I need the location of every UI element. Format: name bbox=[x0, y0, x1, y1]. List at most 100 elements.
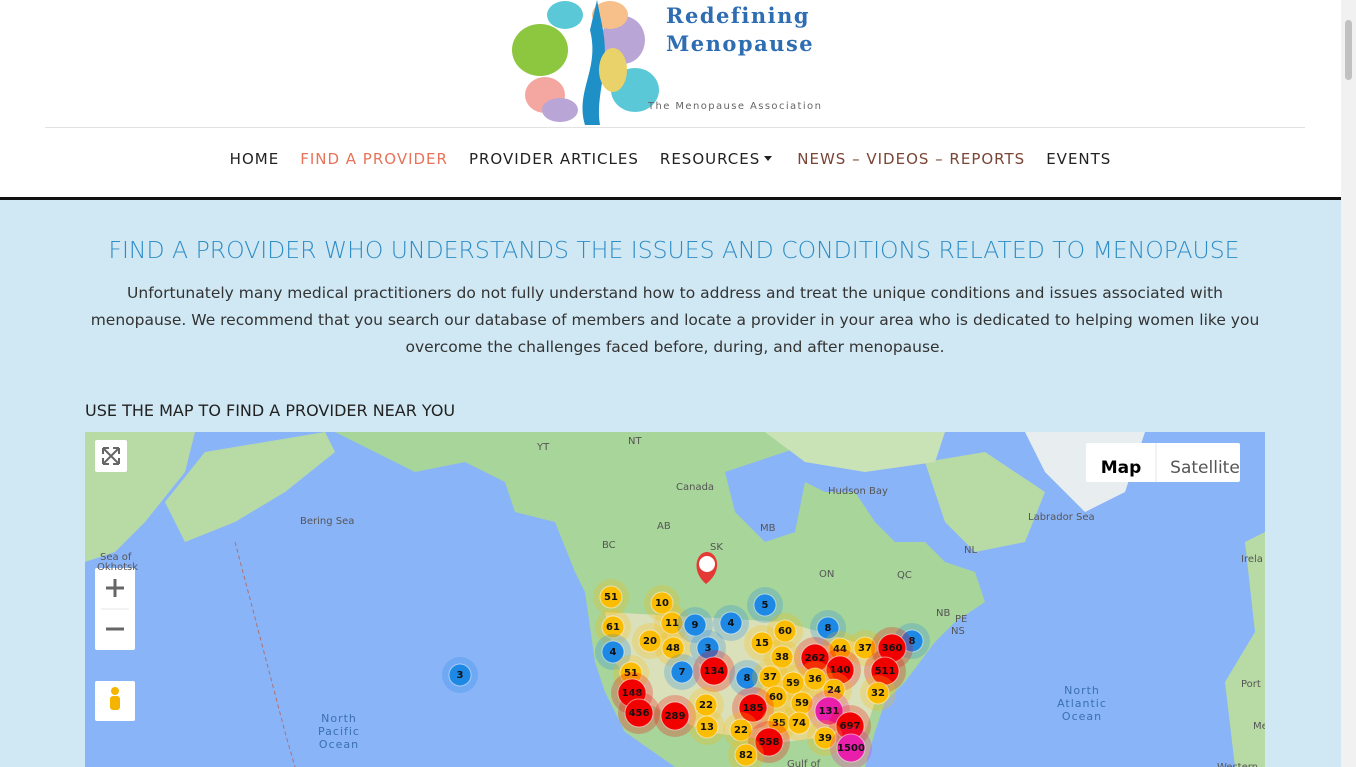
cluster-count[interactable]: 4 bbox=[728, 618, 735, 629]
cluster-count[interactable]: 48 bbox=[666, 643, 680, 654]
cluster-count[interactable]: 4 bbox=[610, 647, 617, 658]
cluster[interactable] bbox=[770, 645, 794, 669]
nav-label[interactable]: NEWS – VIDEOS – REPORTS bbox=[797, 150, 1026, 168]
nav-label[interactable]: RESOURCES bbox=[659, 150, 761, 168]
cluster[interactable] bbox=[699, 656, 729, 686]
cluster-count[interactable]: 39 bbox=[818, 733, 832, 744]
cluster-count[interactable]: 289 bbox=[665, 711, 686, 722]
cluster-count[interactable]: 38 bbox=[775, 652, 789, 663]
cluster-count[interactable]: 37 bbox=[763, 672, 777, 683]
cluster-count[interactable]: 15 bbox=[755, 638, 769, 649]
nav-item[interactable]: EVENTS bbox=[1046, 150, 1111, 168]
cluster[interactable] bbox=[813, 726, 837, 750]
cluster[interactable] bbox=[734, 743, 758, 767]
nav-label[interactable]: EVENTS bbox=[1046, 150, 1112, 168]
cluster[interactable] bbox=[729, 718, 753, 742]
cluster[interactable] bbox=[624, 698, 654, 728]
nav-item[interactable]: RESOURCES bbox=[660, 150, 776, 168]
cluster[interactable] bbox=[601, 640, 625, 664]
nav-item[interactable]: HOME bbox=[230, 150, 280, 168]
cluster[interactable] bbox=[866, 681, 890, 705]
cluster[interactable] bbox=[670, 660, 694, 684]
nav-item[interactable]: PROVIDER ARTICLES bbox=[469, 150, 639, 168]
cluster[interactable] bbox=[764, 685, 788, 709]
cluster[interactable] bbox=[448, 663, 472, 687]
cluster-count[interactable]: 9 bbox=[692, 620, 699, 631]
cluster-count[interactable]: 59 bbox=[795, 698, 809, 709]
cluster[interactable] bbox=[719, 611, 743, 635]
cluster[interactable] bbox=[738, 693, 768, 723]
cluster-count[interactable]: 22 bbox=[734, 725, 748, 736]
cluster-count[interactable]: 20 bbox=[643, 636, 657, 647]
map-type-button[interactable]: Satellite bbox=[1170, 458, 1240, 478]
cluster-count[interactable]: 13 bbox=[700, 722, 714, 733]
cluster[interactable] bbox=[638, 629, 662, 653]
nav-label[interactable]: HOME bbox=[229, 150, 280, 168]
cluster-count[interactable]: 61 bbox=[606, 622, 620, 633]
cluster-count[interactable]: 8 bbox=[909, 636, 916, 647]
cluster-count[interactable]: 360 bbox=[882, 643, 903, 654]
cluster-count[interactable]: 697 bbox=[840, 721, 861, 732]
cluster-count[interactable]: 51 bbox=[604, 592, 618, 603]
cluster[interactable] bbox=[695, 715, 719, 739]
cluster-count[interactable]: 7 bbox=[679, 667, 686, 678]
dropdown-caret[interactable] bbox=[760, 154, 776, 164]
cluster-count[interactable]: 44 bbox=[833, 644, 847, 655]
cluster-count[interactable]: 36 bbox=[808, 674, 822, 685]
cluster-count[interactable]: 140 bbox=[830, 665, 851, 676]
cluster[interactable] bbox=[750, 631, 774, 655]
map[interactable]: Map Satellite NT YT Canada Hudson Bay AB MB SK BC… bbox=[85, 432, 1265, 767]
scrollbar-thumb[interactable] bbox=[1345, 20, 1352, 80]
cluster-count[interactable]: 131 bbox=[819, 706, 840, 717]
cluster[interactable] bbox=[787, 711, 811, 735]
cluster-count[interactable]: 32 bbox=[871, 688, 885, 699]
cluster-count[interactable]: 3 bbox=[457, 670, 464, 681]
map-type-button[interactable]: Map bbox=[1101, 458, 1142, 478]
cluster[interactable] bbox=[781, 671, 805, 695]
cluster-count[interactable]: 37 bbox=[858, 643, 872, 654]
cluster[interactable] bbox=[683, 613, 707, 637]
cluster[interactable] bbox=[803, 667, 827, 691]
cluster[interactable] bbox=[836, 733, 866, 763]
cluster[interactable] bbox=[650, 591, 674, 615]
scrollbar[interactable] bbox=[1341, 0, 1356, 767]
cluster[interactable] bbox=[773, 619, 797, 643]
cluster[interactable] bbox=[816, 616, 840, 640]
cluster-count[interactable]: 456 bbox=[629, 708, 650, 719]
nav-item[interactable]: FIND A PROVIDER bbox=[300, 150, 448, 168]
cluster[interactable] bbox=[735, 666, 759, 690]
cluster-count[interactable]: 262 bbox=[805, 653, 826, 664]
cluster-count[interactable]: 8 bbox=[825, 623, 832, 634]
cluster-count[interactable]: 3 bbox=[705, 643, 712, 654]
cluster-count[interactable]: 59 bbox=[786, 678, 800, 689]
cluster[interactable] bbox=[599, 585, 623, 609]
cluster-count[interactable]: 134 bbox=[704, 666, 725, 677]
cluster[interactable] bbox=[814, 696, 844, 726]
nav-label[interactable]: FIND A PROVIDER bbox=[300, 150, 448, 168]
cluster[interactable] bbox=[661, 636, 685, 660]
cluster-count[interactable]: 82 bbox=[739, 750, 753, 761]
cluster-count[interactable]: 60 bbox=[769, 692, 783, 703]
cluster[interactable] bbox=[754, 727, 784, 757]
cluster-count[interactable]: 185 bbox=[743, 703, 764, 714]
cluster-count[interactable]: 35 bbox=[772, 718, 786, 729]
cluster-count[interactable]: 74 bbox=[792, 718, 806, 729]
cluster[interactable] bbox=[660, 611, 684, 635]
cluster[interactable] bbox=[660, 701, 690, 731]
cluster-count[interactable]: 558 bbox=[759, 737, 780, 748]
nav-label[interactable]: PROVIDER ARTICLES bbox=[468, 150, 639, 168]
cluster-count[interactable]: 11 bbox=[665, 618, 679, 629]
cluster-count[interactable]: 1500 bbox=[837, 743, 865, 754]
cluster-count[interactable]: 51 bbox=[624, 668, 638, 679]
nav-item[interactable]: NEWS – VIDEOS – REPORTS bbox=[797, 150, 1025, 168]
cluster-count[interactable]: 5 bbox=[762, 600, 769, 611]
cluster-count[interactable]: 60 bbox=[778, 626, 792, 637]
cluster-count[interactable]: 8 bbox=[744, 673, 751, 684]
cluster[interactable] bbox=[753, 593, 777, 617]
cluster-count[interactable]: 148 bbox=[622, 688, 643, 699]
cluster-count[interactable]: 22 bbox=[699, 700, 713, 711]
cluster[interactable] bbox=[601, 615, 625, 639]
cluster-count[interactable]: 10 bbox=[655, 598, 669, 609]
cluster[interactable] bbox=[853, 636, 877, 660]
cluster-count[interactable]: 511 bbox=[875, 666, 896, 677]
